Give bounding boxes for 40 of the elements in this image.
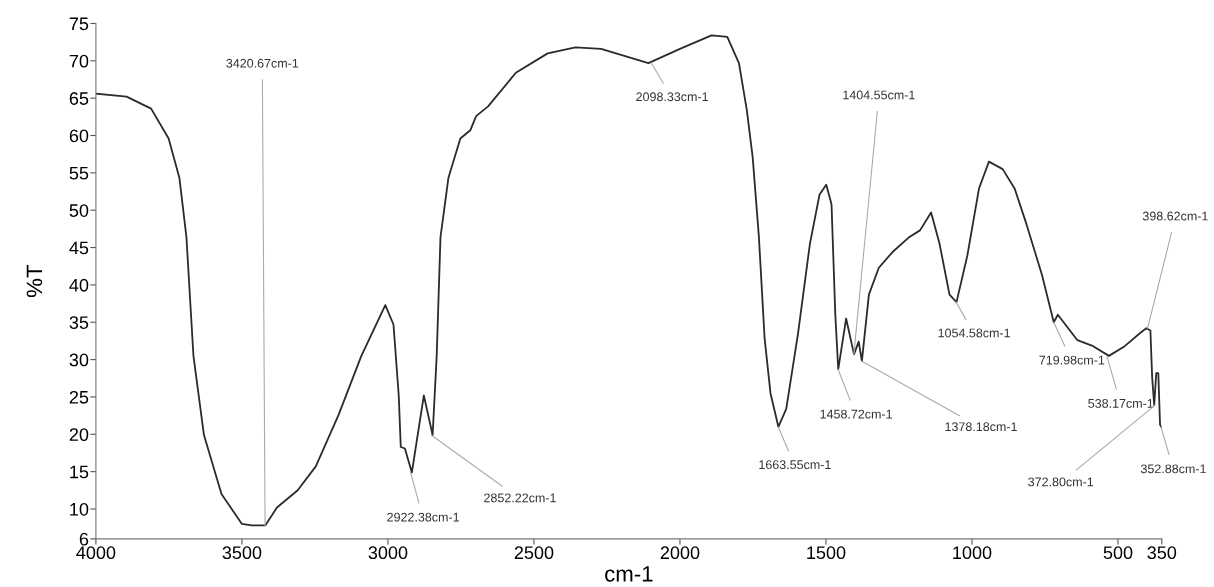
annotation: 2852.22cm-1	[484, 493, 556, 503]
annotation: 1378.18cm-1	[945, 422, 1017, 432]
x-tick-label: 500	[1103, 546, 1133, 560]
y-tick-label: 45	[69, 241, 89, 255]
y-tick-label: 20	[69, 428, 89, 442]
y-tick-label: 70	[69, 54, 89, 68]
annotation: 1458.72cm-1	[820, 409, 892, 419]
annotation: 1663.55cm-1	[759, 460, 831, 470]
y-tick-label: 15	[70, 465, 89, 479]
x-tick-label: 3000	[368, 546, 408, 560]
x-tick-label: 3500	[222, 546, 262, 560]
x-tick-label: 2000	[660, 546, 700, 560]
y-axis-title: %T	[26, 265, 43, 298]
x-tick-label: 4000	[76, 546, 116, 560]
y-tick-label: 75	[69, 17, 89, 31]
annotation: 352.88cm-1	[1140, 464, 1206, 474]
y-tick-label: 25	[69, 390, 89, 404]
x-tick-label: 1000	[953, 546, 992, 560]
annotation: 3420.67cm-1	[226, 58, 299, 68]
x-tick-label: 2500	[514, 546, 554, 560]
y-tick-label: 55	[69, 166, 89, 180]
y-tick-label: 60	[69, 129, 89, 143]
annotation: 398.62cm-1	[1142, 211, 1208, 221]
x-axis-title: cm-1	[605, 566, 653, 582]
y-tick-label: 35	[69, 316, 89, 329]
annotation: 2098.33cm-1	[636, 92, 708, 102]
annotation: 1054.58cm-1	[938, 328, 1010, 338]
annotation: 2922.38cm-1	[387, 512, 459, 522]
y-tick-label: 50	[69, 204, 89, 217]
y-tick-label: 30	[69, 353, 89, 367]
y-tick-label: 6	[79, 532, 89, 546]
y-tick-label: 65	[69, 92, 89, 105]
annotation: 719.98cm-1	[1039, 355, 1105, 365]
y-tick-label: 10	[70, 502, 89, 516]
x-tick-label: 1500	[807, 546, 846, 560]
annotation: 372.80cm-1	[1028, 477, 1094, 487]
y-tick-label: 40	[69, 278, 89, 292]
annotation: 538.17cm-1	[1088, 398, 1154, 408]
x-tick-label: 350	[1147, 546, 1177, 560]
annotation: 1404.55cm-1	[843, 90, 915, 100]
